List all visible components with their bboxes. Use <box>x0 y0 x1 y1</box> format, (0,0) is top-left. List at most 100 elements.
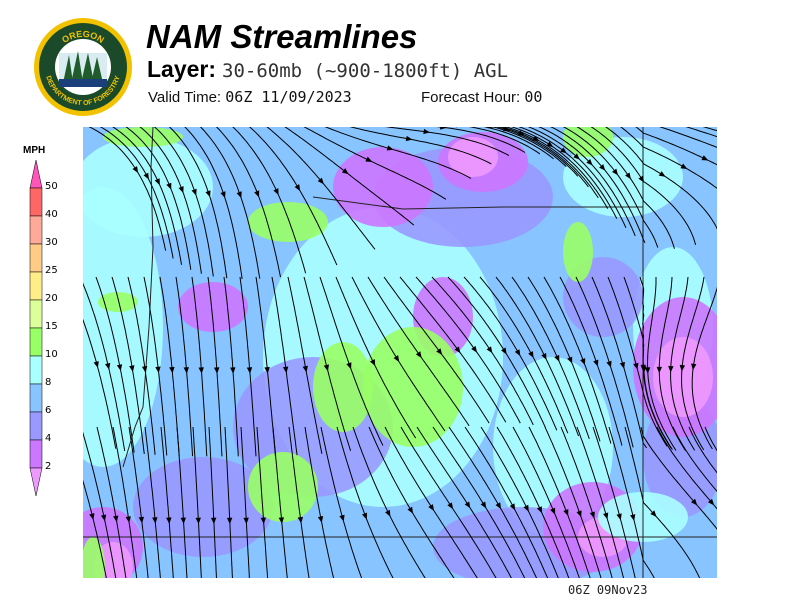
streamline <box>83 318 117 449</box>
streamline-arrow <box>369 359 376 367</box>
streamline-arrow <box>423 128 430 135</box>
color-legend <box>29 159 43 497</box>
streamline <box>620 127 717 189</box>
streamline <box>543 276 612 444</box>
streamline <box>303 276 352 451</box>
streamline-arrow <box>264 366 270 374</box>
streamline <box>83 431 117 578</box>
streamline-arrow <box>603 512 609 520</box>
streamline-arrow <box>616 513 622 521</box>
legend-tick: 40 <box>45 209 58 220</box>
streamline <box>528 426 591 578</box>
streamline-arrow <box>116 364 123 371</box>
streamline <box>83 282 126 451</box>
streamline <box>288 426 310 578</box>
streamline-arrow <box>132 166 139 174</box>
streamline-arrow <box>100 514 107 522</box>
streamline <box>320 426 363 578</box>
valid-time: Valid Time: 06Z 11/09/2023 <box>148 88 352 106</box>
model-run-timestamp: 06Z 09Nov23 <box>568 583 648 597</box>
streamline-arrow <box>339 514 345 522</box>
wind-speed-region <box>133 457 273 557</box>
legend-swatch <box>29 187 43 217</box>
streamline <box>83 479 107 578</box>
streamline <box>99 127 174 259</box>
streamline-arrow <box>464 501 471 509</box>
streamline-arrow <box>514 349 521 357</box>
wind-speed-region <box>333 147 433 227</box>
streamline-arrow <box>365 156 373 162</box>
legend-swatch <box>29 439 43 469</box>
streamline <box>232 127 307 274</box>
streamline-arrow <box>567 356 573 364</box>
wind-speed-region <box>363 327 463 447</box>
streamline <box>111 276 145 454</box>
streamline <box>303 127 447 200</box>
streamline <box>336 426 394 578</box>
streamline-arrow <box>454 346 461 354</box>
streamline-arrow <box>554 354 560 362</box>
streamline <box>688 426 717 474</box>
streamline <box>496 426 570 578</box>
streamline-arrow <box>650 510 657 517</box>
streamline-arrow <box>625 172 631 180</box>
svg-text:OREGON: OREGON <box>60 29 106 45</box>
streamline <box>607 276 668 447</box>
streamline <box>96 426 127 578</box>
streamline <box>192 426 202 578</box>
streamline-arrow <box>230 367 236 374</box>
streamline-arrow <box>143 172 149 180</box>
legend-unit: MPH <box>23 145 46 156</box>
streamline <box>560 426 613 578</box>
streamline <box>646 277 677 451</box>
streamline-arrow <box>254 190 260 198</box>
streamline <box>500 127 589 188</box>
streamline <box>384 426 478 578</box>
streamline-arrow <box>428 504 435 511</box>
streamline <box>463 276 558 431</box>
layer-info: Layer: 30-60mb (~900-1800ft) AGL <box>147 56 508 83</box>
legend-arrow-top <box>29 159 43 189</box>
streamline <box>468 127 541 155</box>
streamline-arrow <box>178 186 184 194</box>
streamline <box>384 127 510 156</box>
streamline-arrow <box>317 177 324 185</box>
streamline-arrow <box>668 366 674 373</box>
legend-tick: 25 <box>45 265 58 276</box>
streamline <box>495 276 580 437</box>
streamline <box>447 276 546 428</box>
page-title: NAM Streamlines <box>146 18 418 55</box>
streamline <box>670 276 696 451</box>
streamline <box>640 426 717 530</box>
streamline-arrow <box>294 184 301 192</box>
streamline-arrow <box>155 366 161 374</box>
streamline-arrow <box>141 365 148 373</box>
streamline-arrow <box>210 517 217 525</box>
streamline-arrow <box>220 191 226 199</box>
streamline <box>143 276 168 456</box>
streamline <box>483 127 554 160</box>
streamline-arrow <box>105 362 111 370</box>
streamline-arrow <box>236 191 242 199</box>
streamline-arrow <box>323 364 329 372</box>
oregon-department-of-forestry-logo: OREGON DEPARTMENT OF FORESTRY <box>34 18 132 116</box>
streamline <box>160 426 174 578</box>
streamline-arrow <box>495 502 502 510</box>
streamline <box>139 127 202 274</box>
legend-tick: 15 <box>45 321 58 332</box>
wind-speed-region <box>83 187 163 467</box>
forecast-hour: Forecast Hour: 00 <box>421 88 542 106</box>
streamline <box>436 127 526 153</box>
streamline <box>544 426 602 578</box>
streamline-arrow <box>361 512 368 520</box>
streamline-arrow <box>93 361 99 368</box>
streamline-arrow <box>606 360 612 368</box>
streamline-arrow <box>154 178 160 186</box>
streamline-arrow <box>191 188 197 196</box>
streamline-arrow <box>589 511 595 519</box>
streamline <box>184 127 243 280</box>
streamline <box>464 426 549 578</box>
streamline <box>88 127 167 251</box>
streamline <box>639 276 673 450</box>
streamline-arrow <box>386 145 394 151</box>
